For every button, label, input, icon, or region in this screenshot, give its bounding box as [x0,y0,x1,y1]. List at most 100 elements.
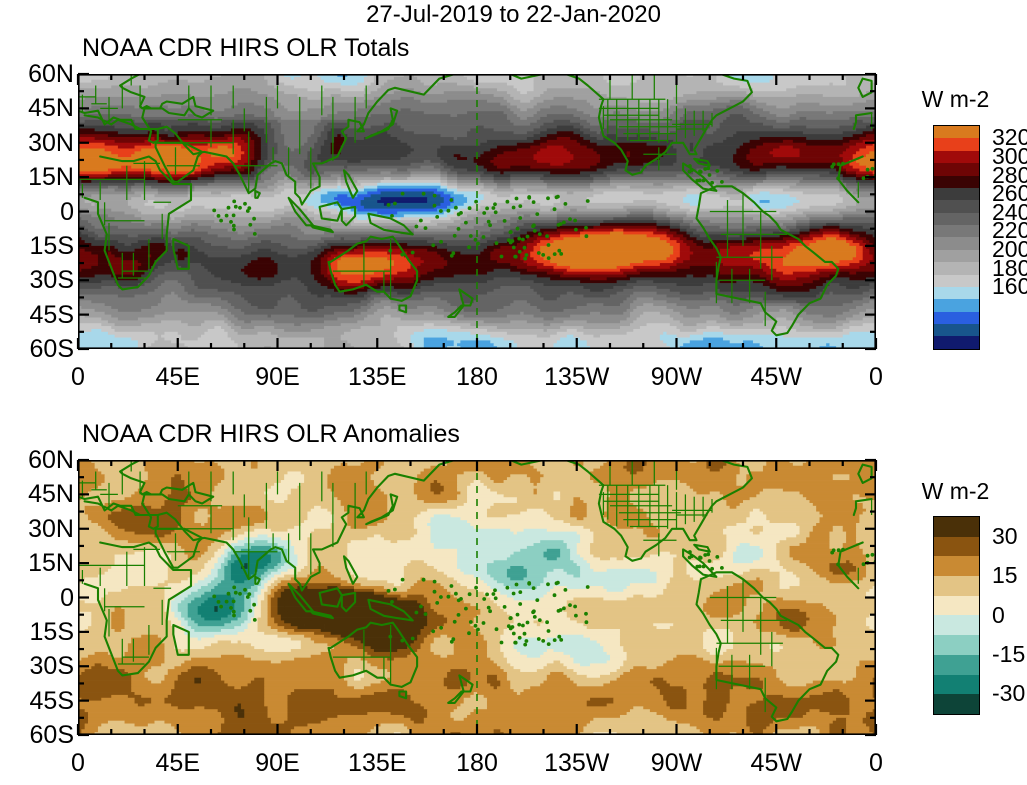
xtick-label: 0 [869,363,883,391]
xtick-label: 45W [750,749,802,777]
xtick-label: 0 [869,749,883,777]
colorbar-tick-label: 320 [992,124,1027,151]
ytick-holder: 60N [0,446,74,474]
ytick-label: 60N [28,60,74,88]
ytick-label: 30N [28,514,74,543]
ytick-label: 30S [29,652,74,681]
ytick-holder: 60S [0,721,74,749]
colorbar-band [934,576,979,596]
colorbar-tick-label: 180 [992,254,1027,281]
map-totals [78,74,876,349]
colorbar-tick-label: 300 [992,143,1027,169]
ytick-label: 30N [28,128,74,157]
panel-title-totals: NOAA CDR HIRS OLR Totals [82,34,410,62]
colorbar-band [934,163,979,176]
ytick-holder: 60S [0,335,74,363]
xtick-label: 135W [544,749,610,777]
colorbar-tick-label: -15 [992,640,1026,667]
ytick-holder: 30N [0,129,74,157]
ytick-holder: 45S [0,687,74,715]
colorbar-band [934,175,979,188]
colorbar-band [934,274,979,287]
ytick-label: 60N [28,446,74,474]
ytick-holder: 15S [0,618,74,646]
ytick-holder: 45N [0,94,74,122]
ytick-holder: 15N [0,549,74,577]
ytick-label: 60S [29,335,74,363]
ytick-holder: 45S [0,301,74,329]
colorbar-band [934,654,979,675]
colorbar-band [934,187,979,201]
ytick-holder: 30S [0,266,74,294]
colorbar-band [934,126,979,139]
colorbar-tick-label: 15 [992,562,1018,589]
colorbar-tick-label: 160 [992,273,1027,300]
colorbar-band [934,324,979,337]
xtick-label: 135W [544,363,610,391]
colorbar-band [934,595,979,616]
colorbar-band [934,249,979,263]
ytick-label: 15N [28,549,74,578]
colorbar-tick-label: 240 [992,198,1027,225]
xtick-label: 180 [456,363,498,391]
colorbar-band [934,311,979,324]
ytick-label: 0 [60,197,74,226]
xtick-label: 90E [255,363,300,391]
ytick-holder: 15N [0,163,74,191]
colorbar-band [934,237,979,250]
colorbar-tick-label: 280 [992,161,1027,188]
figure-title: 27-Jul-2019 to 22-Jan-2020 [366,1,661,28]
ytick-label: 15N [28,163,74,192]
colorbar-unit-label: W m-2 [921,478,990,504]
ytick-holder: 0 [0,198,74,226]
colorbar-band [934,615,979,636]
ytick-holder: 0 [0,584,74,612]
xtick-label: 0 [71,363,85,391]
ytick-label: 0 [60,583,74,612]
ytick-holder: 30N [0,515,74,543]
colorbar-tick-label: 220 [992,217,1027,244]
map-totals-canvas [78,74,876,349]
xtick-label: 45E [155,363,200,391]
ytick-holder: 45N [0,480,74,508]
xtick-label: 90W [650,363,703,391]
xtick-label: 90W [650,749,703,777]
ytick-label: 45N [28,94,74,123]
colorbar-band [934,200,979,213]
colorbar-band [934,150,979,164]
ytick-label: 60S [29,721,74,749]
colorbar-band [934,674,979,695]
colorbar-band [934,138,979,151]
colorbar-totals [933,125,980,350]
colorbar-unit-label: W m-2 [921,86,990,112]
colorbar-band [934,694,979,714]
xtick-label: 180 [456,749,498,777]
xtick-label: 45E [155,749,200,777]
ytick-label: 30S [29,266,74,295]
ytick-holder: 15S [0,232,74,260]
colorbar-band [934,286,979,300]
xtick-label: 90E [255,749,300,777]
ytick-holder: 60N [0,60,74,88]
panel-title-anomalies: NOAA CDR HIRS OLR Anomalies [82,420,460,448]
colorbar-tick-label: 200 [992,235,1027,262]
ytick-label: 15S [29,231,74,260]
xtick-label: 135E [348,749,407,777]
ytick-label: 15S [29,617,74,646]
colorbar-band [934,635,979,655]
colorbar-band [934,225,979,238]
axis-ticks-panel-1 [76,458,878,737]
colorbar-band [934,212,979,225]
xtick-label: 45W [750,363,802,391]
colorbar-band [934,262,979,275]
ytick-label: 45S [29,686,74,715]
xtick-label: 135E [348,363,407,391]
ytick-label: 45S [29,300,74,329]
ytick-holder: 30S [0,652,74,680]
colorbar-band [934,517,979,537]
colorbar-band [934,336,979,349]
colorbar-band [934,556,979,577]
map-anomalies-canvas [78,460,876,735]
ytick-label: 45N [28,480,74,509]
